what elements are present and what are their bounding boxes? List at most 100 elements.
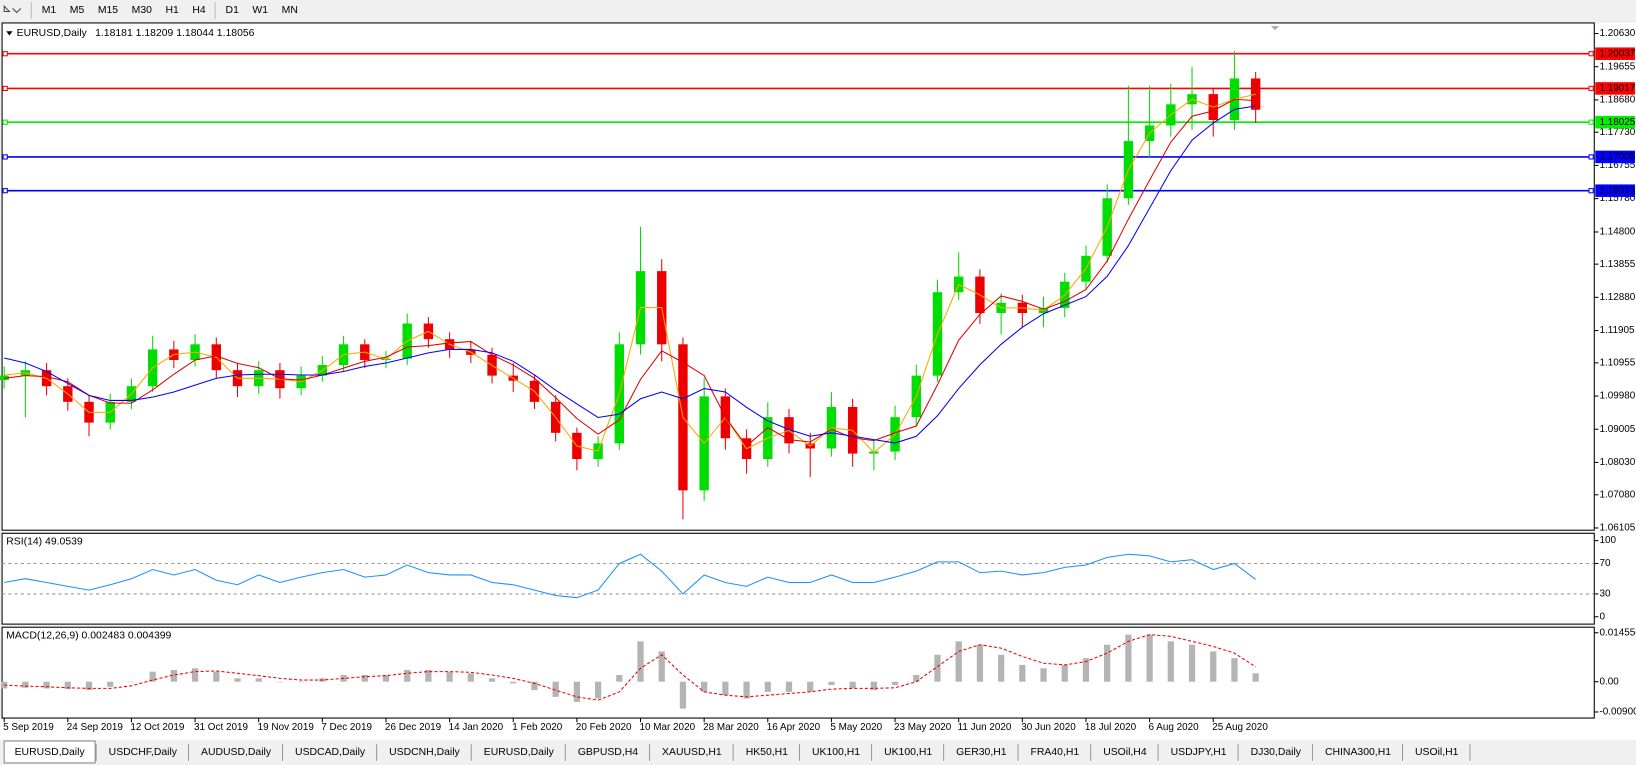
level-handle[interactable]	[2, 119, 8, 125]
x-tick-label: 16 Apr 2020	[767, 722, 821, 733]
tab-label[interactable]: HK50,H1	[746, 747, 788, 758]
tab[interactable]	[1404, 740, 1469, 763]
tab[interactable]	[801, 740, 871, 763]
macd-bar	[1188, 644, 1196, 682]
tab-label[interactable]: AUDUSD,Daily	[201, 747, 272, 758]
macd-bar	[382, 674, 390, 682]
x-tick-label: 31 Oct 2019	[194, 722, 248, 733]
level-label: 1.17005	[1599, 152, 1635, 163]
tab-label[interactable]: EURUSD,Daily	[484, 747, 555, 758]
tab[interactable]	[873, 740, 943, 763]
tab[interactable]	[1314, 740, 1402, 763]
macd-bar	[234, 678, 241, 682]
macd-bar	[976, 644, 984, 682]
x-tick-label: 30 Jun 2020	[1021, 722, 1076, 733]
level-label-box	[1595, 47, 1635, 60]
tab-label[interactable]: USOil,H4	[1103, 747, 1147, 758]
tab-label[interactable]: USDJPY,H1	[1171, 747, 1227, 758]
level-handle[interactable]	[2, 154, 8, 160]
level-handle[interactable]	[1588, 85, 1594, 92]
toolbar-icon[interactable]	[3, 5, 22, 14]
tab-label[interactable]: UK100,H1	[812, 747, 860, 758]
level-handle[interactable]	[2, 188, 8, 194]
price-panel	[1, 22, 1595, 531]
level-handle[interactable]	[1588, 154, 1594, 160]
tab[interactable]	[473, 740, 565, 763]
tab-label[interactable]: DJ30,Daily	[1251, 747, 1302, 758]
x-tick-label: 11 Jun 2020	[958, 722, 1012, 733]
rsi-title: RSI(14) 49.0539	[6, 536, 83, 547]
timeframe-button[interactable]: M30	[132, 5, 152, 16]
y-tick-label: 30	[1599, 589, 1611, 600]
tab[interactable]	[1240, 740, 1312, 763]
timeframe-button[interactable]: M5	[70, 5, 85, 16]
macd-bar	[722, 681, 729, 696]
tab-label[interactable]: EURUSD,Daily	[15, 747, 86, 758]
menu-arrow[interactable]	[6, 31, 13, 36]
timeframe-button[interactable]: M15	[98, 5, 118, 16]
macd-bar	[849, 681, 856, 689]
tab[interactable]	[651, 740, 733, 763]
timeframe-button[interactable]: H4	[192, 5, 206, 16]
ohlc-readout: 1.18181 1.18209 1.18044 1.18056	[95, 28, 255, 39]
macd-bar	[955, 641, 962, 682]
y-tick-label: 100	[1599, 535, 1616, 546]
level-handle[interactable]	[2, 85, 8, 92]
macd-bar	[298, 681, 305, 683]
macd-bar	[510, 681, 517, 684]
tab[interactable]	[567, 740, 649, 763]
macd-bar	[404, 669, 411, 682]
macd-bar	[594, 681, 602, 699]
y-tick-label: 1.06105	[1599, 523, 1635, 534]
tab-active[interactable]	[3, 740, 96, 764]
macd-bar	[191, 668, 199, 682]
level-handle[interactable]	[1588, 188, 1594, 194]
time-axis	[0, 719, 1636, 740]
macd-bar	[997, 654, 1005, 682]
tab[interactable]	[735, 740, 799, 763]
timeframe-button[interactable]: W1	[252, 5, 268, 16]
level-handle[interactable]	[1588, 51, 1594, 57]
macd-bar	[255, 678, 262, 682]
timeframe-button[interactable]: H1	[166, 5, 180, 16]
tab[interactable]	[1160, 740, 1238, 763]
tab[interactable]	[190, 740, 282, 763]
tab-label[interactable]: GER30,H1	[956, 747, 1007, 758]
tab-label[interactable]: UK100,H1	[884, 747, 932, 758]
macd-bar	[891, 681, 899, 686]
level-label-box	[1595, 115, 1635, 129]
tab-label[interactable]: FRA40,H1	[1031, 747, 1080, 758]
level-label-box	[1595, 82, 1635, 95]
tab[interactable]	[98, 740, 188, 763]
tab-label[interactable]: CHINA300,H1	[1325, 747, 1391, 758]
tab-label[interactable]: USDCAD,Daily	[295, 747, 366, 758]
timeframe-button[interactable]: MN	[282, 5, 298, 16]
x-tick-label: 1 Feb 2020	[512, 722, 563, 733]
tab-label[interactable]: USOil,H1	[1415, 747, 1459, 758]
timeframe-button[interactable]: M1	[42, 5, 57, 16]
x-tick-label: 7 Dec 2019	[321, 722, 372, 733]
y-tick-label: 1.08030	[1599, 457, 1635, 468]
tab-label[interactable]: USDCHF,Daily	[109, 747, 178, 758]
level-handle[interactable]	[1588, 119, 1594, 125]
macd-bar	[764, 681, 771, 692]
macd-bar	[1125, 634, 1132, 682]
macd-bar	[828, 681, 835, 686]
tab[interactable]	[945, 740, 1017, 763]
level-handle[interactable]	[2, 51, 8, 57]
tab-label[interactable]: GBPUSD,H4	[578, 747, 638, 758]
tab-label[interactable]: XAUUSD,H1	[662, 747, 722, 758]
tab[interactable]	[1020, 740, 1090, 763]
y-tick-label: 70	[1599, 558, 1611, 569]
tab-label[interactable]: USDCNH,Daily	[389, 747, 460, 758]
tab[interactable]	[378, 740, 471, 763]
timeframe-button[interactable]: D1	[226, 5, 240, 16]
tab[interactable]	[284, 740, 376, 763]
x-tick-label: 14 Jan 2020	[449, 722, 504, 733]
y-tick-label: 1.17730	[1599, 127, 1635, 138]
x-tick-label: 26 Dec 2019	[385, 722, 442, 733]
macd-panel	[1, 626, 1595, 719]
tab[interactable]	[1092, 740, 1158, 763]
level-label: 1.19017	[1599, 83, 1635, 94]
